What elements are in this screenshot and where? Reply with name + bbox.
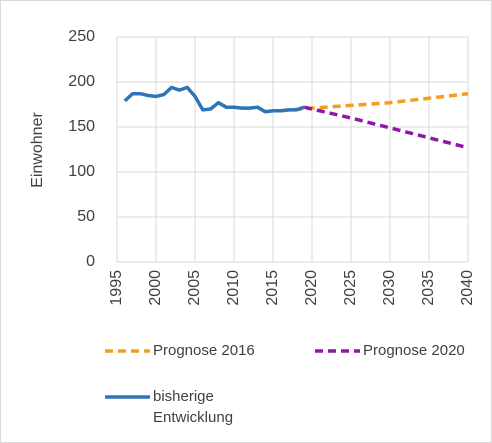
x-tick-label: 2015 — [264, 270, 281, 306]
x-tick-label: 2000 — [147, 270, 164, 306]
y-tick-label: 50 — [77, 208, 95, 225]
y-tick-label: 200 — [68, 73, 95, 90]
line-series — [303, 105, 469, 150]
y-axis-label: Einwohner — [29, 112, 46, 188]
x-tick-label: 2025 — [342, 270, 359, 306]
x-tick-label: 2020 — [303, 270, 320, 306]
x-tick-label: 1995 — [108, 270, 125, 306]
legend-label: bisherige Entwicklung — [153, 388, 234, 426]
y-tick-label: 0 — [86, 253, 95, 270]
legend-label: Prognose 2020 — [363, 342, 465, 359]
x-tick-label: 2035 — [420, 270, 437, 306]
y-tick-label: 250 — [68, 28, 95, 45]
x-tick-label: 2010 — [225, 270, 242, 306]
y-tick-label: 100 — [68, 163, 95, 180]
y-tick-label: 150 — [68, 118, 95, 135]
x-tick-label: 2030 — [381, 270, 398, 306]
legend-label: Prognose 2016 — [153, 342, 255, 359]
x-tick-label: 2040 — [459, 270, 476, 306]
line-series — [123, 85, 305, 114]
x-tick-label: 2005 — [186, 270, 203, 306]
